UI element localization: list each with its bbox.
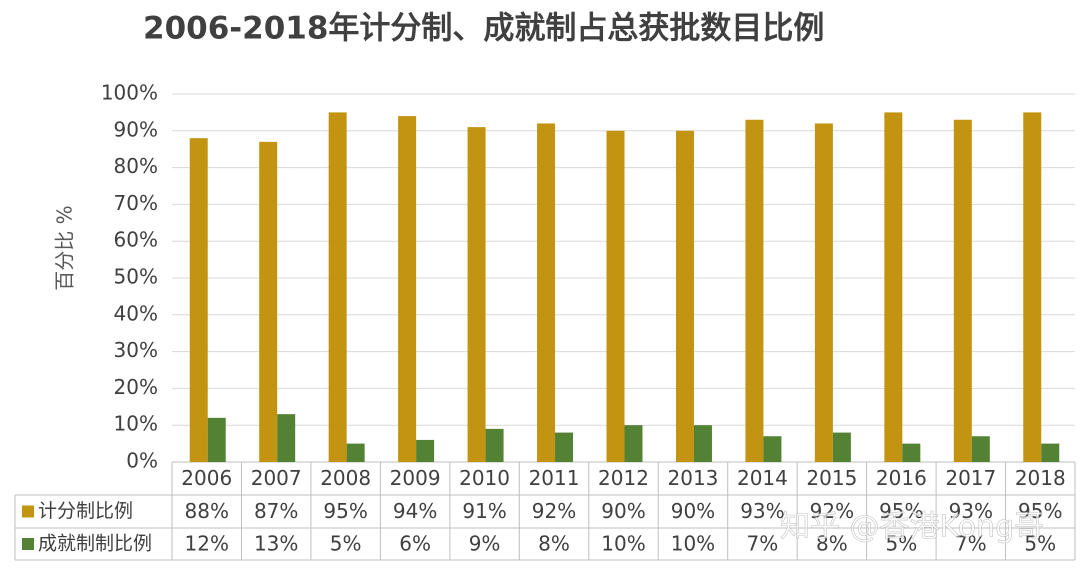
table-value: 7% [955,532,987,556]
bar [814,123,833,462]
x-tick-label: 2018 [1015,466,1066,490]
bar [763,436,782,462]
bar [675,130,694,463]
x-tick-label: 2009 [390,466,441,490]
x-tick-label: 2014 [737,466,788,490]
y-tick-label: 60% [114,228,158,252]
table-value: 95% [879,499,923,523]
table-value: 94% [393,499,437,523]
table-value: 5% [330,532,362,556]
x-tick-label: 2012 [598,466,649,490]
x-tick-label: 2013 [668,466,719,490]
y-tick-label: 80% [114,154,158,178]
y-axis-label: 百分比 % [53,205,77,290]
y-tick-label: 10% [114,412,158,436]
table-value: 95% [1018,499,1062,523]
table-value: 8% [816,532,848,556]
x-tick-label: 2006 [181,466,232,490]
table-value: 95% [323,499,367,523]
bar [277,414,296,462]
watermark: 知乎 @香港Kong哥 [780,510,1044,545]
y-tick-label: 100% [101,81,158,105]
y-tick-label: 40% [114,301,158,325]
x-tick-label: 2015 [806,466,857,490]
table-value: 5% [885,532,917,556]
bar [555,432,574,462]
bar [745,119,764,462]
bar [189,138,208,462]
bar [485,428,504,462]
bar [884,112,903,463]
table-value: 9% [469,532,501,556]
table-value: 90% [671,499,715,523]
bar [606,130,625,463]
x-tick-label: 2016 [876,466,927,490]
table-value: 8% [538,532,570,556]
bar [328,112,347,463]
table-value: 6% [399,532,431,556]
y-tick-label: 50% [114,265,158,289]
table-value: 90% [601,499,645,523]
bar [832,432,851,462]
bar [537,123,556,462]
y-tick-label: 20% [114,375,158,399]
y-tick-label: 0% [126,449,158,473]
table-value: 12% [185,532,229,556]
chart-title: 2006-2018年计分制、成就制占总获批数目比例 [143,11,824,47]
table-value: 92% [532,499,576,523]
table-value: 13% [254,532,298,556]
bar [416,439,435,462]
bar [1023,112,1042,463]
table-value: 10% [601,532,645,556]
x-tick-label: 2008 [320,466,371,490]
legend-label: 计分制比例 [38,500,133,522]
x-tick-label: 2011 [529,466,580,490]
table-value: 92% [810,499,854,523]
bar [207,417,226,462]
table-value: 87% [254,499,298,523]
bar [398,116,417,462]
bar [693,425,712,462]
x-tick-label: 2007 [251,466,302,490]
table-value: 93% [740,499,784,523]
bar [259,141,278,462]
legend-swatch [22,505,34,518]
legend-label: 成就制制比例 [38,533,152,555]
x-tick-label: 2010 [459,466,510,490]
bar [953,119,972,462]
bar [346,443,365,462]
bar [971,436,990,462]
y-tick-label: 70% [114,191,158,215]
bar [624,425,643,462]
table-value: 5% [1024,532,1056,556]
table-value: 7% [747,532,779,556]
y-tick-label: 30% [114,338,158,362]
bar [902,443,921,462]
x-tick-label: 2017 [945,466,996,490]
table-value: 10% [671,532,715,556]
table-value: 91% [462,499,506,523]
legend-swatch [22,538,34,550]
table-value: 93% [949,499,993,523]
table-value: 88% [185,499,229,523]
bar [467,127,486,463]
y-tick-label: 90% [114,117,158,141]
bar [1041,443,1060,462]
